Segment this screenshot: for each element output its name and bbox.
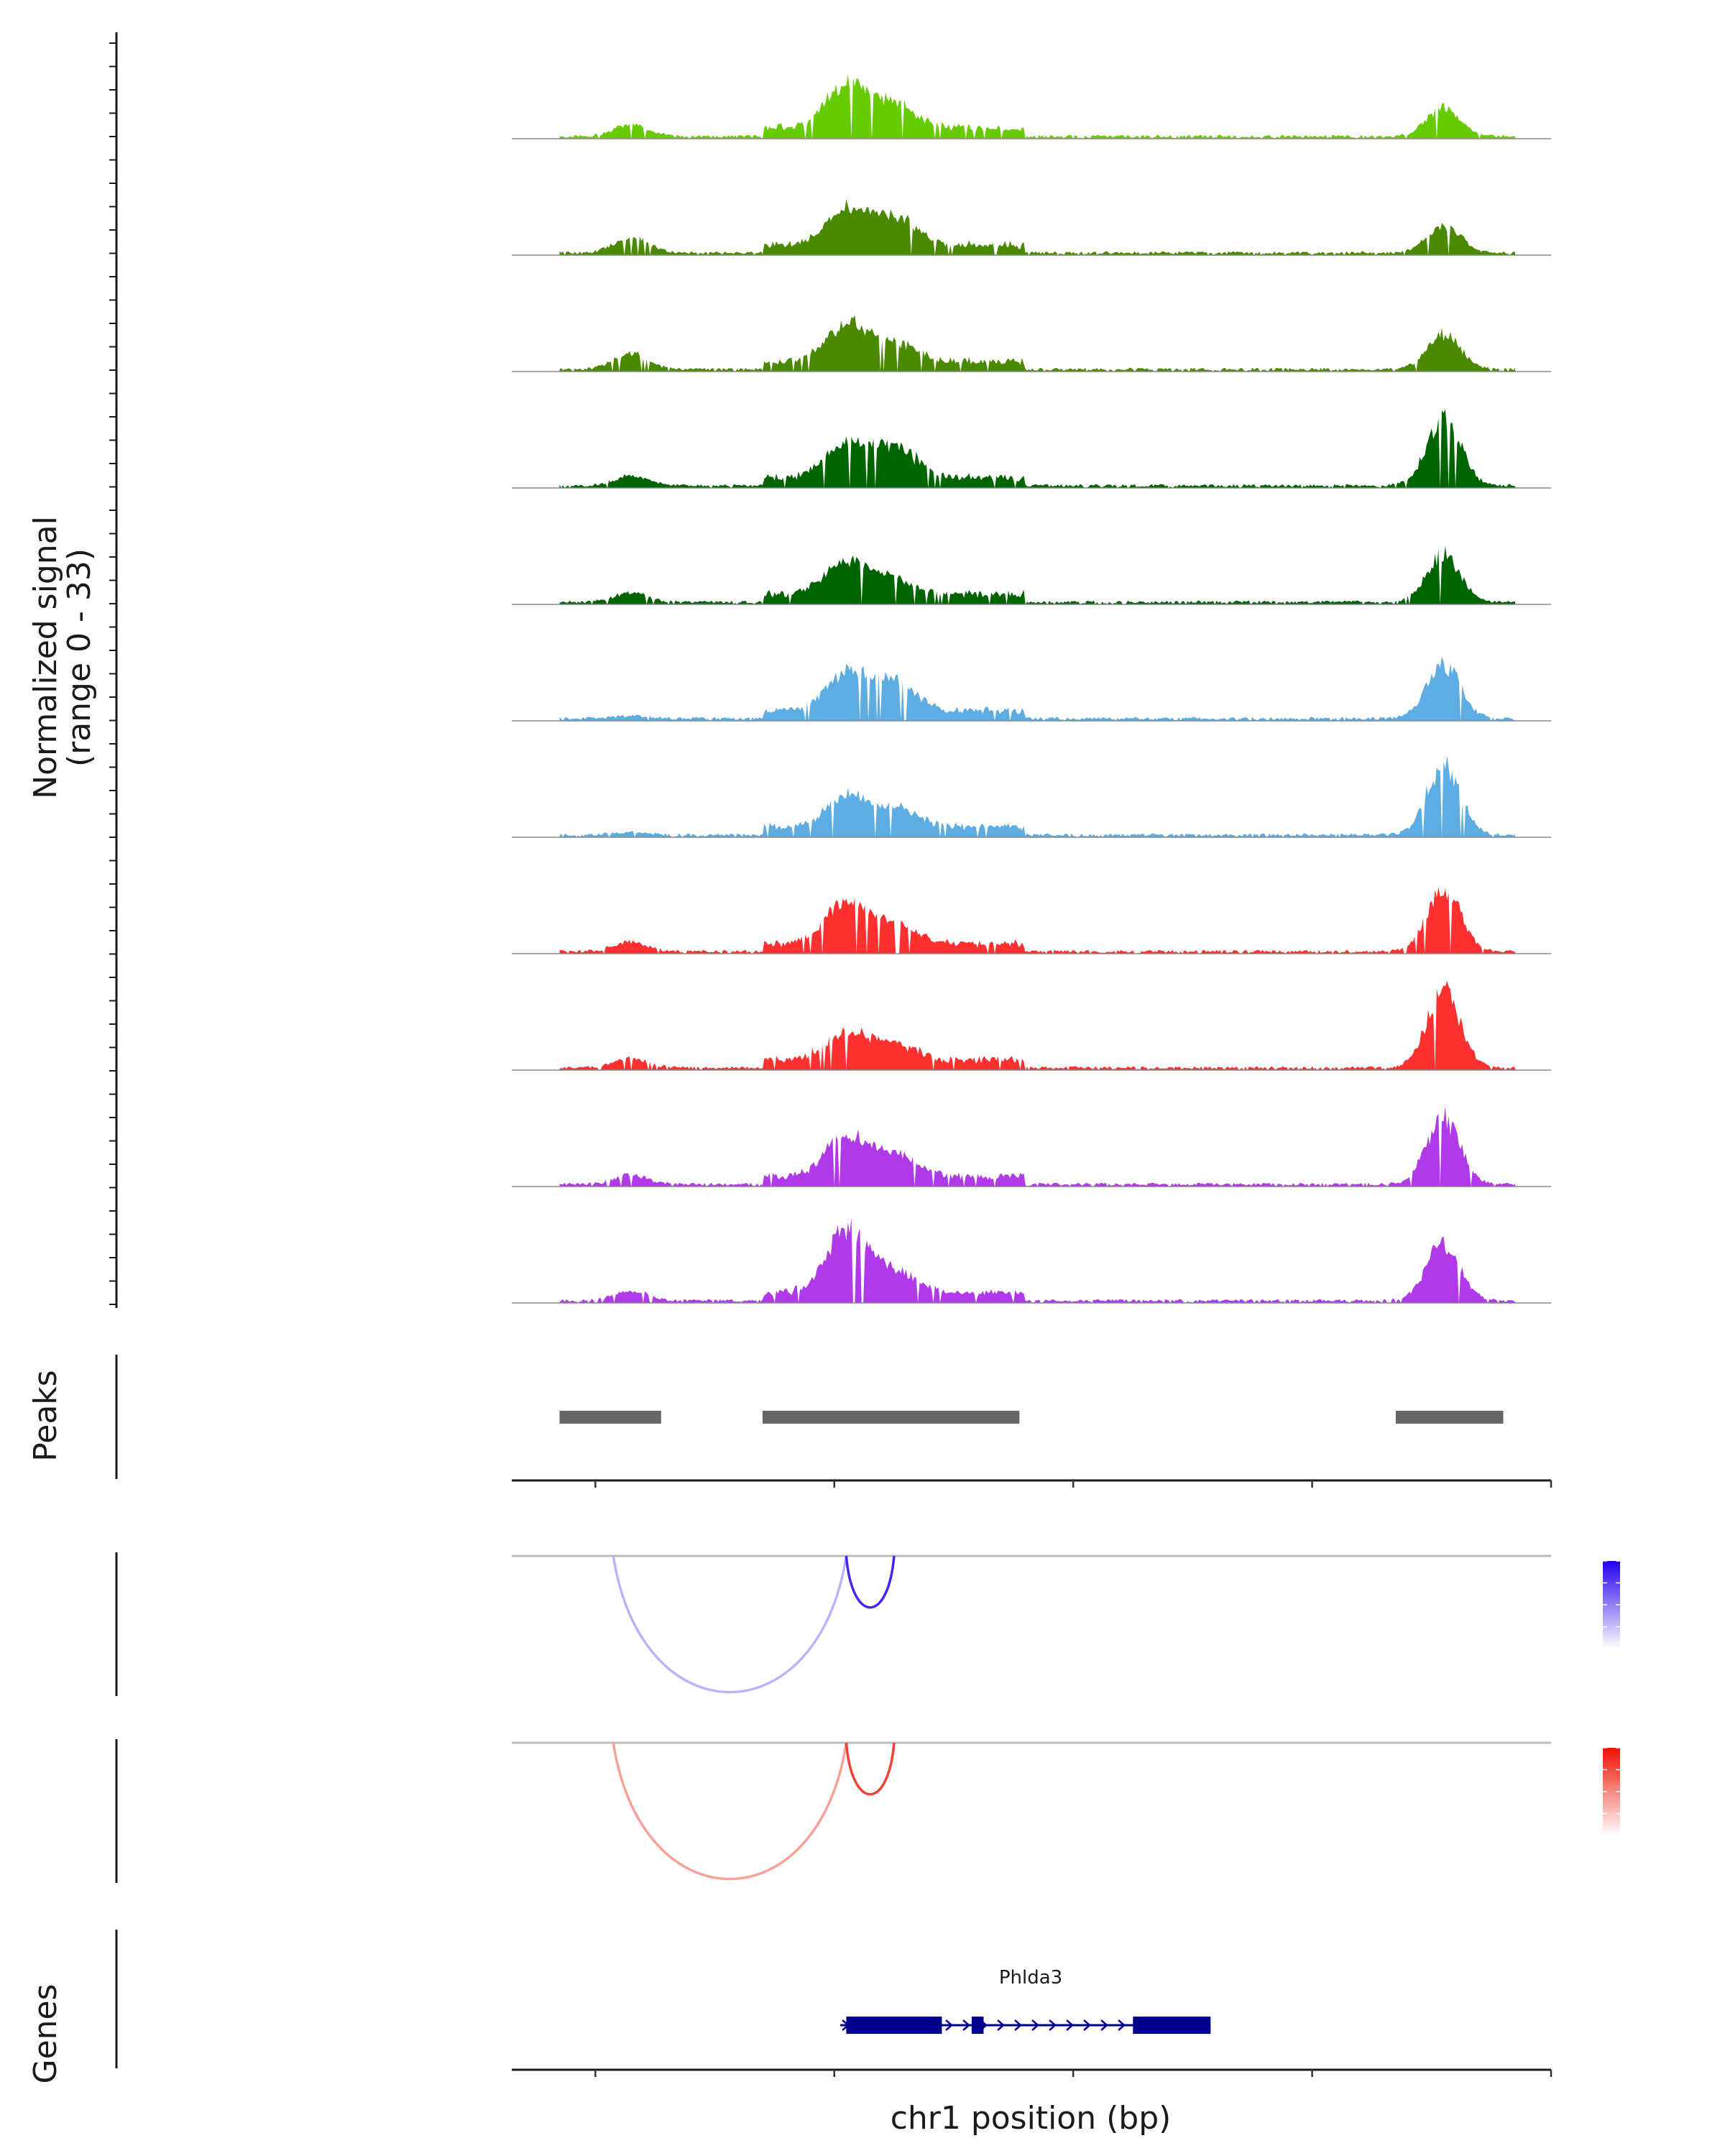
- strand-arrow: [1049, 2019, 1057, 2031]
- gene-name-label: Phlda3: [999, 1967, 1062, 1989]
- coverage-area-3: [559, 315, 1516, 372]
- peaks-track-label: Peaks: [27, 1370, 64, 1461]
- link-arc-1-1: [612, 1555, 848, 1694]
- peak-region-2: [763, 1411, 1020, 1424]
- x-axis-upper: [512, 1479, 1552, 1488]
- signal-y-axis: [109, 32, 118, 1308]
- coverage-area-11: [559, 1217, 1516, 1303]
- gene-exon-2: [971, 2017, 984, 2034]
- coverage-area-2: [559, 199, 1516, 255]
- coverage-area-8: [559, 887, 1516, 954]
- strand-arrow: [1031, 2019, 1039, 2031]
- links-tracks: [115, 1552, 1620, 1883]
- link-arc-2-1: [612, 1742, 848, 1881]
- coverage-area-4: [559, 409, 1516, 488]
- x-axis-title: chr1 position (bp): [891, 2100, 1172, 2137]
- strand-arrow: [945, 2019, 953, 2031]
- strand-arrow: [962, 2019, 970, 2031]
- genes-track-label: Genes: [27, 1984, 64, 2083]
- x-axis-lower: [512, 2068, 1552, 2077]
- link-arc-2-2: [845, 1742, 896, 1796]
- genes-track: [115, 1930, 1211, 2068]
- coverage-area-7: [559, 755, 1516, 837]
- coverage-area-1: [559, 74, 1516, 139]
- strand-arrow: [997, 2019, 1005, 2031]
- coverage-area-6: [559, 656, 1516, 721]
- coverage-area-9: [559, 980, 1516, 1070]
- peak-region-1: [559, 1411, 661, 1424]
- strand-arrow: [1118, 2019, 1126, 2031]
- strand-arrow: [1083, 2019, 1091, 2031]
- y-axis-range: (range 0 - 33): [61, 548, 98, 767]
- coverage-tracks: [512, 74, 1551, 1304]
- strand-arrow: [1100, 2019, 1108, 2031]
- coverage-area-5: [559, 545, 1516, 604]
- gene-exon-3: [1133, 2017, 1211, 2034]
- y-axis-title: Normalized signal: [27, 516, 64, 799]
- link-arc-1-2: [845, 1555, 896, 1609]
- peak-region-3: [1395, 1411, 1504, 1424]
- strand-arrow: [1014, 2019, 1022, 2031]
- strand-arrow: [1066, 2019, 1074, 2031]
- peaks-track: [115, 1355, 1504, 1479]
- gene-exon-1: [846, 2017, 942, 2034]
- coverage-area-10: [559, 1106, 1516, 1187]
